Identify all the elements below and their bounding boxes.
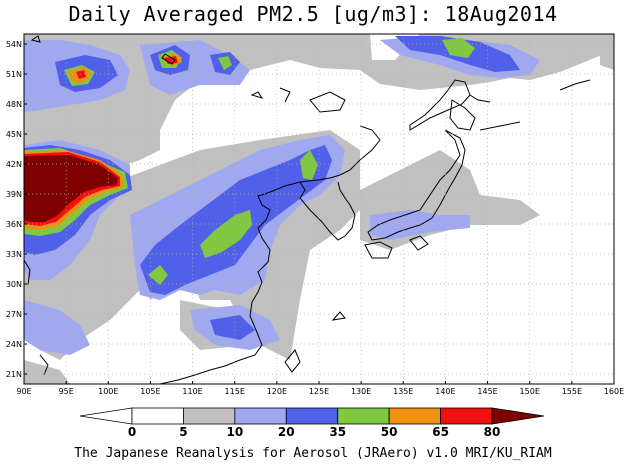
lon-tick-label: 125E [309,387,329,396]
lon-tick-label: 100E [98,387,118,396]
lon-tick-label: 140E [435,387,455,396]
colorbar-label: 65 [432,425,449,439]
latitude-labels: 21N 24N 27N 30N 33N 36N 39N 42N 45N 48N 51N 54N [6,40,27,379]
lon-tick-label: 120E [267,387,287,396]
concentration-field [24,34,614,384]
lat-tick-label: 30N [6,280,22,289]
lat-tick-label: 39N [6,190,22,199]
colorbar-segment [131,407,184,425]
colorbar-label: 80 [484,425,501,439]
colorbar-segment [285,407,339,425]
colorbar-segment [388,407,441,425]
lon-tick-label: 105E [140,387,160,396]
colorbar-arrow-high [491,407,545,425]
colorbar-arrow-low [79,407,133,425]
lat-tick-label: 42N [6,160,22,169]
coastlines [24,79,591,384]
colorbar-segment [337,407,390,425]
lon-tick-label: 115E [225,387,245,396]
colorbar-segment [440,407,493,425]
lon-tick-label: 150E [520,387,540,396]
lat-tick-label: 36N [6,220,22,229]
lon-tick-label: 145E [477,387,497,396]
colorbar-segment [234,407,287,425]
lon-tick-label: 110E [182,387,202,396]
lon-tick-label: 95E [59,387,74,396]
colorbar-label: 10 [227,425,244,439]
colorbar-label: 5 [179,425,187,439]
shading-above-80 [24,155,118,222]
lat-tick-label: 48N [6,100,22,109]
lat-tick-label: 24N [6,340,22,349]
map-title: Daily Averaged PM2.5 [ug/m3]: 18Aug2014 [68,2,558,26]
lat-tick-label: 45N [6,130,22,139]
lat-tick-label: 33N [6,250,22,259]
colorbar-label: 0 [128,425,136,439]
lon-tick-label: 130E [351,387,371,396]
colorbar-label: 20 [278,425,295,439]
colorbar-segment [183,407,236,425]
lakes [30,35,264,99]
lon-tick-label: 90E [16,387,31,396]
lat-tick-label: 21N [6,370,22,379]
lon-tick-label: 135E [393,387,413,396]
longitude-labels: 90E 95E 100E 105E 110E 115E 120E 125E 130E 135E 14… [16,381,624,396]
lat-tick-label: 54N [6,40,22,49]
lat-tick-label: 51N [6,70,22,79]
colorbar-label: 50 [381,425,398,439]
footer-credit: The Japanese Reanalysis for Aerosol (JRA… [74,446,552,461]
lat-tick-label: 27N [6,310,22,319]
lon-tick-label: 160E [604,387,624,396]
lon-tick-label: 155E [562,387,582,396]
colorbar: 0 5 10 20 35 50 65 80 [79,407,545,439]
colorbar-label: 35 [329,425,346,439]
